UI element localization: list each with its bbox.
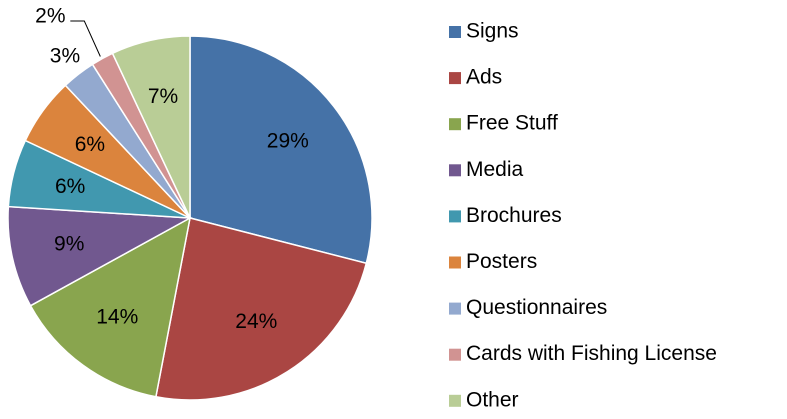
legend-label: Posters [466,250,537,273]
legend-swatch [449,394,461,407]
pie-slice [111,35,191,219]
pie-slice [7,205,193,307]
legend-label: Questionnaires [466,296,607,319]
legend-label: Other [466,388,519,411]
legend-swatch [449,164,461,177]
data-label: 6% [55,175,85,198]
legend-label: Ads [466,66,502,89]
pie-slice [189,35,373,265]
legend-swatch [449,118,461,131]
pie-slice [29,216,192,398]
legend-swatch [449,210,461,223]
legend-swatch [449,256,461,269]
data-label: 24% [235,310,277,333]
pie-slice [155,217,368,401]
legend-label: Cards with Fishing License [466,342,717,365]
legend-label: Signs [466,20,519,43]
legend-swatch [449,72,461,85]
legend-label: Free Stuff [466,112,558,135]
legend-label: Brochures [466,204,562,227]
data-label: 7% [148,85,178,108]
legend-swatch [449,302,461,315]
data-label: 9% [54,233,84,256]
leader-line [70,20,101,57]
legend-swatch [449,348,461,361]
legend-label: Media [466,158,524,181]
data-label: 14% [96,306,138,329]
data-label: 3% [50,44,80,67]
data-label: 29% [267,130,309,153]
legend-swatch [449,26,461,38]
data-label: 2% [35,5,65,28]
data-label: 6% [75,133,105,156]
